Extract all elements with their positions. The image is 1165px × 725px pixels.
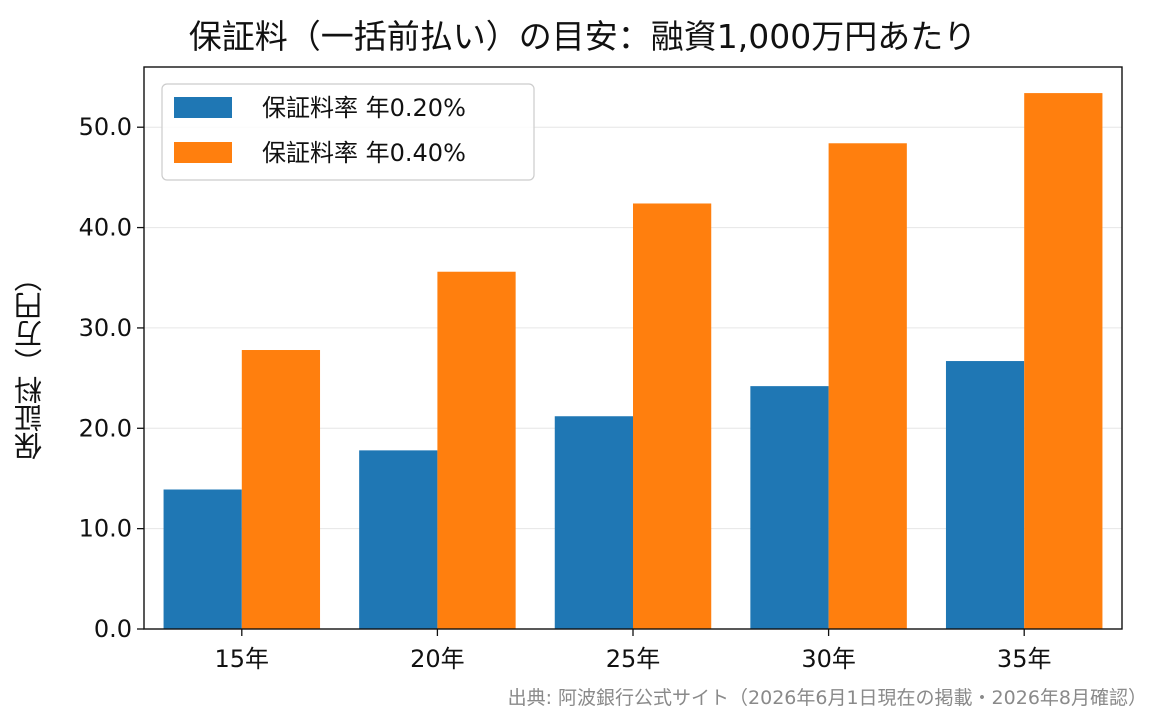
legend-swatch xyxy=(174,142,232,163)
chart-title: 保証料（一括前払い）の目安：融資1,000万円あたり xyxy=(188,17,977,56)
legend-label: 保証料率 年0.20% xyxy=(262,94,466,122)
y-tick-label: 50.0 xyxy=(79,113,132,141)
legend-swatch xyxy=(174,97,232,118)
x-tick-label: 35年 xyxy=(997,645,1052,673)
x-tick-label: 25年 xyxy=(606,645,661,673)
bar-rate-020 xyxy=(750,386,829,629)
y-tick-label: 40.0 xyxy=(79,214,132,242)
bar-rate-040 xyxy=(633,203,712,629)
x-tick-label: 30年 xyxy=(801,645,856,673)
bar-rate-020 xyxy=(163,489,242,629)
y-tick-label: 20.0 xyxy=(79,414,132,442)
bar-rate-020 xyxy=(359,450,438,629)
y-tick-label: 0.0 xyxy=(94,615,132,643)
x-tick-label: 15年 xyxy=(215,645,270,673)
bar-rate-020 xyxy=(945,361,1025,629)
axes-frame xyxy=(143,66,1123,630)
bar-rate-040 xyxy=(437,271,516,629)
bar-rate-040 xyxy=(1024,93,1103,630)
bar-rate-020 xyxy=(554,416,633,629)
legend xyxy=(161,83,535,181)
source-note: 出典: 阿波銀行公式サイト（2026年6月1日現在の掲載・2026年8月確認） xyxy=(507,687,1147,709)
x-tick-label: 20年 xyxy=(410,645,465,673)
y-tick-label: 10.0 xyxy=(79,515,132,543)
legend-label: 保証料率 年0.40% xyxy=(262,139,466,167)
bar-rate-040 xyxy=(241,350,321,629)
bar-rate-040 xyxy=(828,143,907,629)
y-tick-label: 30.0 xyxy=(79,314,132,342)
